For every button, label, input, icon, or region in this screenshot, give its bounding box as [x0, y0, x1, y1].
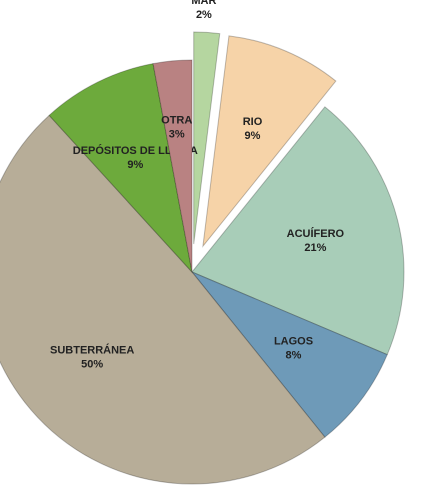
slice-value-label: 9% — [127, 159, 143, 171]
slice-value-label: 21% — [304, 242, 326, 254]
pie-slice — [0, 114, 326, 485]
slice-label: OTRA — [161, 115, 192, 127]
pie-slice — [152, 59, 193, 273]
pie-slice — [202, 35, 337, 248]
slice-value-label: 9% — [245, 130, 261, 142]
pie-slice — [191, 106, 405, 356]
slice-label: LAGOS — [274, 336, 313, 348]
slice-value-label: 8% — [286, 350, 302, 362]
slice-label: RIO — [243, 116, 263, 128]
slice-value-label: 3% — [169, 129, 185, 141]
slice-value-label: 50% — [81, 358, 103, 370]
pie-slice — [191, 271, 388, 438]
slice-label: MAR — [191, 0, 216, 7]
slice-value-label: 2% — [196, 9, 212, 21]
slice-label: DEPÓSITOS DE LLUVIA — [73, 144, 198, 157]
pie-slice — [48, 63, 193, 274]
slice-label: SUBTERRÁNEA — [50, 343, 134, 356]
pie-slice — [193, 31, 221, 245]
slice-label: ACUÍFERO — [287, 227, 345, 240]
